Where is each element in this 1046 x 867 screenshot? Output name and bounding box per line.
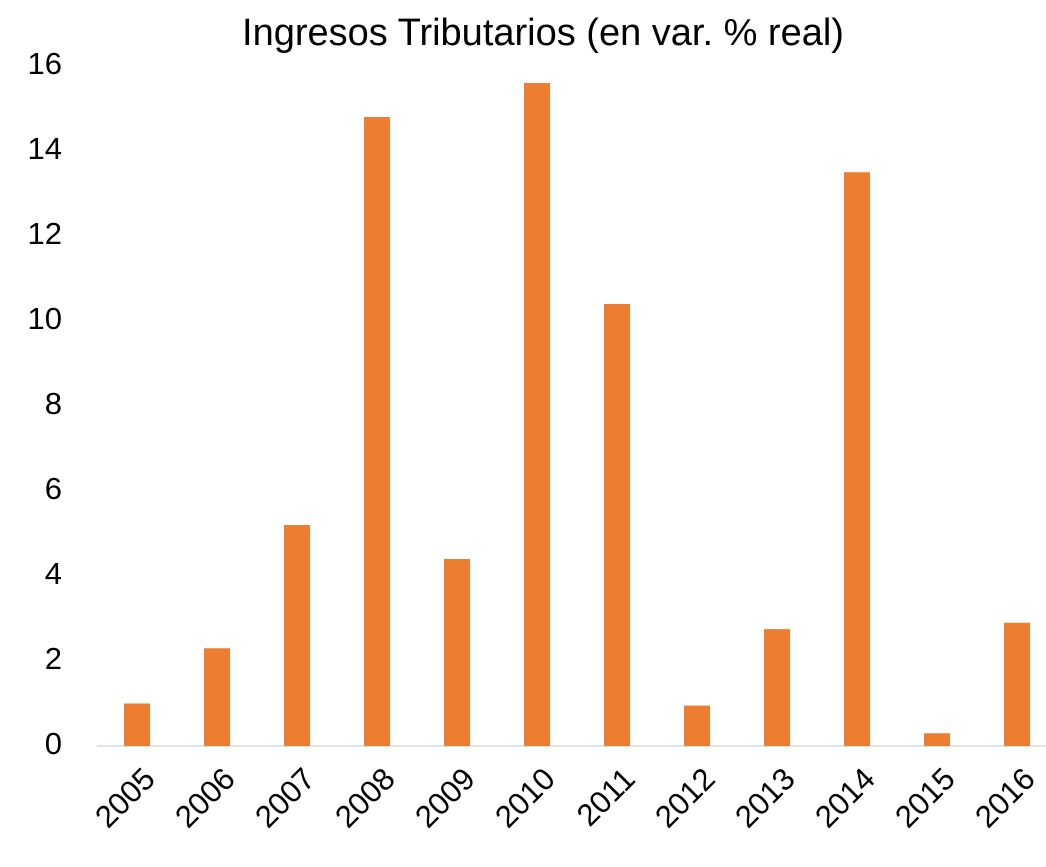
y-tick-label: 14 bbox=[28, 131, 62, 166]
y-tick-label: 4 bbox=[45, 556, 62, 591]
x-tick-label: 2016 bbox=[968, 761, 1042, 835]
y-tick-label: 2 bbox=[45, 641, 62, 676]
bar bbox=[284, 525, 310, 746]
x-tick-label: 2005 bbox=[88, 761, 162, 835]
bar bbox=[1004, 622, 1030, 746]
y-tick-label: 6 bbox=[45, 471, 62, 506]
x-tick-label: 2007 bbox=[248, 761, 322, 835]
x-tick-label: 2008 bbox=[328, 761, 402, 835]
bar bbox=[684, 705, 710, 746]
bar bbox=[524, 83, 550, 746]
y-tick-label: 0 bbox=[45, 726, 62, 761]
bar bbox=[204, 648, 230, 746]
x-tick-label: 2013 bbox=[728, 761, 802, 835]
x-tick-label: 2014 bbox=[808, 761, 882, 835]
bar bbox=[604, 304, 630, 746]
x-tick-label: 2009 bbox=[408, 761, 482, 835]
x-tick-label: 2006 bbox=[168, 761, 242, 835]
bar bbox=[924, 733, 950, 746]
y-tick-label: 16 bbox=[28, 46, 62, 81]
x-tick-label: 2012 bbox=[648, 761, 722, 835]
bar bbox=[364, 117, 390, 746]
x-tick-label: 2015 bbox=[888, 761, 962, 835]
x-tick-label: 2011 bbox=[570, 761, 642, 833]
bar bbox=[764, 629, 790, 746]
chart-title: Ingresos Tributarios (en var. % real) bbox=[242, 12, 844, 54]
y-tick-label: 8 bbox=[45, 386, 62, 421]
x-tick-label: 2010 bbox=[488, 761, 562, 835]
y-tick-label: 12 bbox=[28, 216, 62, 251]
bar bbox=[844, 172, 870, 746]
bar bbox=[124, 703, 150, 746]
bar bbox=[444, 559, 470, 746]
y-tick-label: 10 bbox=[28, 301, 62, 336]
